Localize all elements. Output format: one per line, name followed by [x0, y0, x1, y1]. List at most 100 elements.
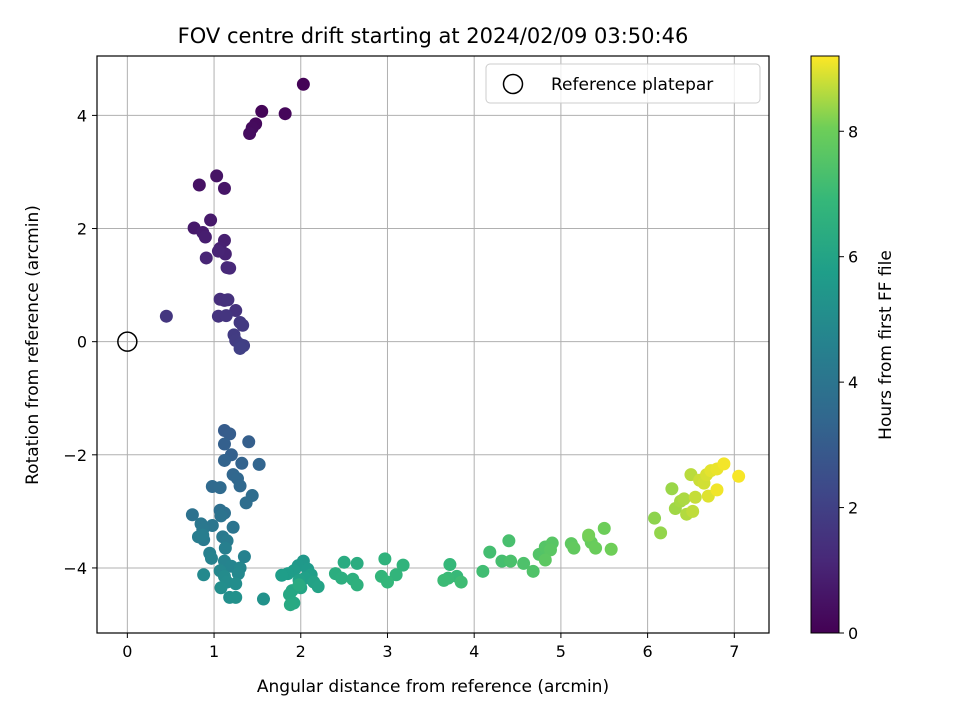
data-point [199, 251, 213, 265]
data-point [665, 482, 679, 496]
data-point [337, 555, 351, 569]
data-point [275, 568, 289, 582]
colorbar-ticks: 0 2 4 6 8 [839, 122, 858, 643]
x-tick-label: 0 [122, 642, 132, 661]
data-point [686, 504, 700, 518]
chart-title: FOV centre drift starting at 2024/02/09 … [178, 24, 689, 48]
data-point [233, 479, 247, 493]
colorbar-tick-label: 2 [848, 499, 858, 518]
colorbar-gradient [810, 55, 840, 634]
data-point [192, 178, 206, 192]
y-tick-label: −2 [63, 446, 87, 465]
data-point [437, 573, 451, 587]
data-point [677, 492, 691, 506]
data-point [654, 526, 668, 540]
data-point [185, 508, 199, 522]
data-point [159, 309, 173, 323]
data-point [335, 571, 349, 585]
x-tick-label: 1 [209, 642, 219, 661]
data-point [255, 104, 269, 118]
data-point [223, 261, 237, 275]
y-axis-ticks: −4 −2 0 2 4 [63, 106, 97, 578]
data-point [538, 553, 552, 567]
data-point [233, 341, 247, 355]
data-point [732, 469, 746, 483]
data-point [278, 107, 292, 121]
data-point [589, 541, 603, 555]
x-tick-label: 7 [729, 642, 739, 661]
x-axis-label: Angular distance from reference (arcmin) [257, 677, 609, 697]
data-point [196, 528, 210, 542]
data-point [204, 213, 218, 227]
data-point [252, 457, 266, 471]
data-point [214, 509, 228, 523]
data-point [517, 556, 531, 570]
colorbar-tick-label: 8 [848, 122, 858, 141]
data-point [236, 318, 250, 332]
data-point [219, 309, 233, 323]
data-point [214, 581, 228, 595]
data-point [226, 520, 240, 534]
data-point [217, 437, 231, 451]
x-tick-label: 3 [382, 642, 392, 661]
data-point [210, 169, 224, 183]
legend-reference-marker [502, 73, 524, 95]
data-point [378, 552, 392, 566]
x-tick-label: 4 [469, 642, 479, 661]
data-point [443, 558, 457, 572]
data-point [543, 543, 557, 557]
colorbar-tick-label: 0 [848, 624, 858, 643]
reference-platepar-marker [117, 331, 138, 352]
legend: Reference platepar [485, 63, 761, 104]
data-point [292, 578, 306, 592]
data-point [396, 558, 410, 572]
x-axis-ticks: 0 1 2 3 4 5 6 7 [122, 633, 739, 661]
data-point [283, 598, 297, 612]
data-point [389, 568, 403, 582]
data-point [476, 564, 490, 578]
data-point [213, 481, 227, 495]
legend-entry-reference-platepar: Reference platepar [551, 75, 713, 95]
data-point [526, 564, 540, 578]
data-point [217, 181, 231, 195]
data-point [229, 577, 243, 591]
data-point [211, 244, 225, 258]
data-point [223, 427, 237, 441]
data-point [204, 551, 218, 565]
colorbar-tick-label: 4 [848, 373, 858, 392]
data-point [567, 541, 581, 555]
y-tick-label: 4 [77, 106, 87, 125]
data-point [311, 580, 325, 594]
data-point [243, 126, 257, 140]
data-point [235, 456, 249, 470]
y-tick-label: 2 [77, 220, 87, 239]
data-point [296, 77, 310, 91]
data-point [710, 483, 724, 497]
data-point [504, 554, 518, 568]
y-tick-label: 0 [77, 333, 87, 352]
colorbar-label: Hours from first FF file [876, 250, 896, 440]
y-axis-label: Rotation from reference (arcmin) [23, 205, 43, 485]
data-point [604, 542, 618, 556]
colorbar-tick-label: 6 [848, 248, 858, 267]
data-point [582, 528, 596, 542]
y-tick-label: −4 [63, 559, 87, 578]
data-point [237, 550, 251, 564]
data-point [217, 453, 231, 467]
data-point [242, 435, 256, 449]
data-point [350, 556, 364, 570]
data-point [350, 578, 364, 592]
legend-box [485, 63, 761, 104]
data-point [454, 575, 468, 589]
data-point [688, 490, 702, 504]
data-point [256, 592, 270, 606]
x-tick-label: 5 [556, 642, 566, 661]
data-point [229, 590, 243, 604]
data-point [221, 293, 235, 307]
x-tick-label: 6 [643, 642, 653, 661]
data-point [218, 541, 232, 555]
data-point [239, 496, 253, 510]
data-point [380, 575, 394, 589]
data-point [648, 511, 662, 525]
data-point [483, 545, 497, 559]
